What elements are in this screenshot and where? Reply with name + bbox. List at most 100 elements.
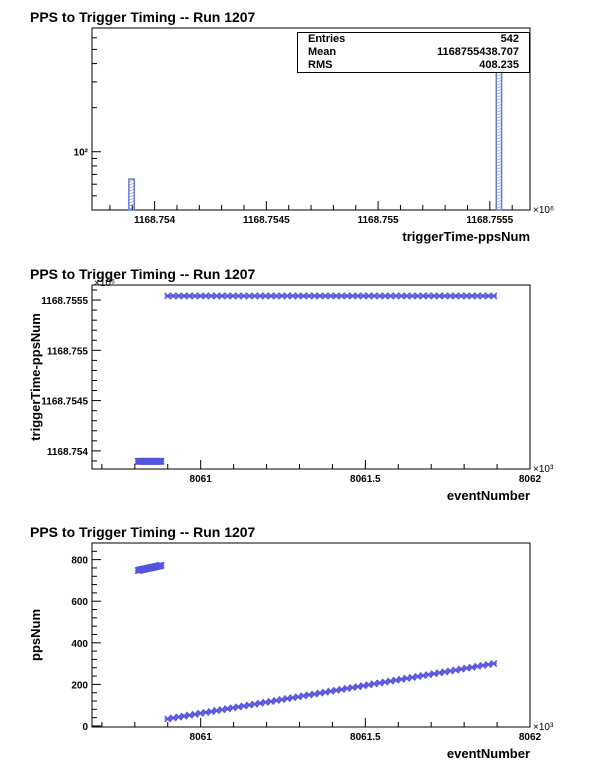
histogram-bar-hatch [496, 80, 502, 83]
histogram-bar-hatch [496, 191, 502, 194]
histogram-bar-hatch [496, 92, 502, 95]
y-tick-label: 200 [71, 680, 88, 691]
histogram-bar-hatch [496, 158, 502, 161]
histogram-bar-hatch [496, 101, 502, 104]
histogram-bar-hatch [496, 203, 502, 206]
histogram-bar-hatch [496, 119, 502, 122]
histogram-bar-hatch [496, 137, 502, 140]
histogram-bar-hatch [496, 89, 502, 92]
histogram-bar-hatch [496, 161, 502, 164]
x-tick-label: 8061.5 [350, 732, 381, 743]
histogram-bar-hatch [496, 206, 502, 209]
x-tick-label: 1168.754 [134, 215, 176, 226]
histogram-bar-hatch [496, 116, 502, 119]
histogram-bar-hatch [128, 200, 135, 204]
histogram-bar-hatch [496, 176, 502, 179]
chart-1-title: PPS to Trigger Timing -- Run 1207 [30, 9, 256, 25]
x-tick-label: 1168.7545 [243, 215, 290, 226]
histogram-bar-hatch [496, 155, 502, 158]
histogram-bar-hatch [496, 128, 502, 131]
histogram-bar-hatch [496, 143, 502, 146]
stats-value: 542 [500, 33, 519, 45]
histogram-bar-hatch [496, 122, 502, 125]
histogram-bar-hatch [496, 86, 502, 89]
histogram-bar-hatch [128, 188, 135, 192]
histogram-bar-hatch [496, 95, 502, 98]
stats-value: 1168755438.707 [437, 46, 519, 58]
x-axis-title: eventNumber [447, 488, 530, 503]
stats-value: 408.235 [479, 59, 519, 71]
histogram-bar-hatch [496, 188, 502, 191]
y-tick-label: 800 [71, 556, 88, 567]
x-axis-title: triggerTime-ppsNum [402, 229, 530, 244]
stats-label: Entries [308, 33, 346, 45]
histogram-bar-hatch [496, 173, 502, 176]
y-tick-label: 1168.7555 [41, 296, 88, 307]
x-multiplier-label: ×10³ [533, 722, 554, 733]
histogram-bar-hatch [496, 170, 502, 173]
histogram-bar-hatch [128, 179, 135, 183]
histogram-bar-hatch [128, 182, 135, 186]
chart-3-title: PPS to Trigger Timing -- Run 1207 [30, 524, 256, 540]
y-tick-label: 1168.754 [47, 447, 89, 458]
x-multiplier-label: ×10⁶ [533, 205, 554, 216]
chart-2-title: PPS to Trigger Timing -- Run 1207 [30, 266, 256, 282]
x-axis-title: eventNumber [447, 746, 530, 761]
stats-label: RMS [308, 59, 333, 71]
x-tick-label: 1168.755 [357, 215, 399, 226]
histogram-bar-hatch [496, 197, 502, 200]
histogram-bar-hatch [496, 107, 502, 110]
histogram-bar-hatch [496, 164, 502, 167]
histogram-bar-hatch [496, 98, 502, 101]
histogram-bar-hatch [496, 152, 502, 155]
histogram-bar-hatch [496, 146, 502, 149]
histogram-bar-hatch [496, 134, 502, 137]
x-tick-label: 8061 [190, 732, 213, 743]
histogram-bar-hatch [128, 191, 135, 195]
histogram-bar-hatch [496, 194, 502, 197]
x-tick-label: 8062 [519, 732, 542, 743]
histogram-bar-hatch [496, 185, 502, 188]
y-axis-title: ppsNum [28, 609, 43, 661]
plot-frame-3 [91, 542, 531, 728]
x-multiplier-label: ×10³ [533, 464, 554, 475]
histogram-bar-hatch [496, 77, 502, 80]
stats-row-mean: Mean 1168755438.707 [308, 46, 519, 60]
histogram-bar-hatch [128, 194, 135, 198]
y-axis-title: triggerTime-ppsNum [28, 313, 43, 441]
y-tick-label: 1168.755 [47, 346, 89, 357]
histogram-bar-hatch [496, 74, 502, 77]
x-tick-label: 8062 [519, 474, 542, 485]
y-tick-label: 10² [74, 148, 89, 159]
histogram-bar-hatch [128, 206, 135, 210]
histogram-bar-hatch [496, 131, 502, 134]
histogram-bar-hatch [496, 110, 502, 113]
histogram-bar-hatch [496, 200, 502, 203]
plot-frame-2 [91, 284, 531, 470]
x-tick-label: 1168.7555 [466, 215, 513, 226]
y-multiplier-label: ×10⁶ [94, 278, 115, 289]
x-tick-label: 8061 [190, 474, 213, 485]
histogram-bar-hatch [496, 83, 502, 86]
histogram-bar-hatch [496, 149, 502, 152]
histogram-bar-hatch [496, 167, 502, 170]
stats-row-entries: Entries 542 [308, 33, 519, 47]
stats-label: Mean [308, 46, 337, 58]
histogram-bar-hatch [496, 104, 502, 107]
y-tick-label: 1168.7545 [41, 397, 88, 408]
histogram-bar [128, 178, 135, 211]
histogram-bar-hatch [128, 203, 135, 207]
stats-box: Entries 542 Mean 1168755438.707 RMS 408.… [297, 32, 530, 73]
histogram-bar-hatch [496, 182, 502, 185]
histogram-bar-hatch [496, 179, 502, 182]
histogram-bar-hatch [496, 140, 502, 143]
y-tick-label: 600 [71, 597, 88, 608]
y-tick-label: 400 [71, 639, 88, 650]
histogram-bar-hatch [496, 113, 502, 116]
histogram-bar-hatch [128, 197, 135, 201]
histogram-bar-hatch [128, 185, 135, 189]
y-tick-label: 0 [82, 722, 88, 733]
stats-row-rms: RMS 408.235 [308, 59, 519, 73]
x-tick-label: 8061.5 [350, 474, 381, 485]
